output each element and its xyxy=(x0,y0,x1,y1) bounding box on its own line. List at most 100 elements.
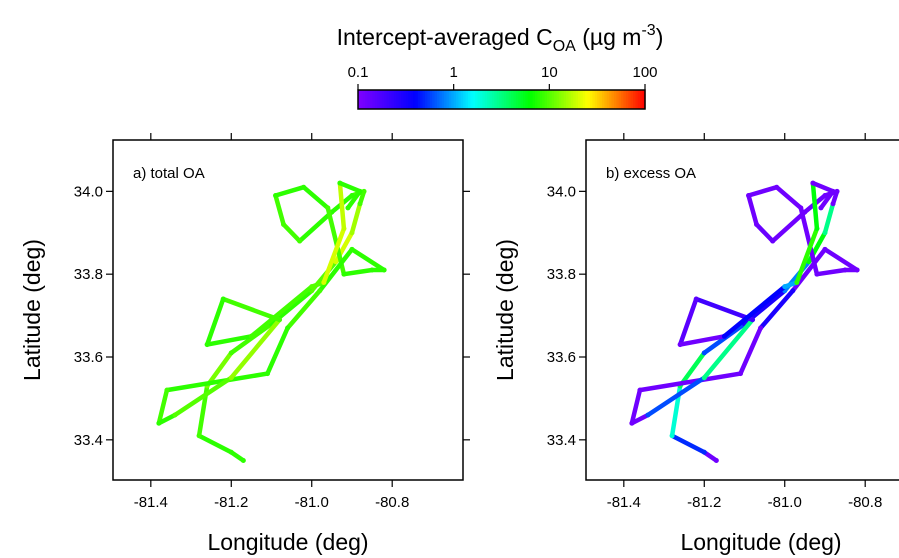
colorbar-frame xyxy=(357,89,646,110)
colorbar-cell xyxy=(477,90,481,109)
track-segment xyxy=(818,189,836,211)
colorbar-cell xyxy=(551,90,555,109)
track-point xyxy=(285,325,291,331)
colorbar-cell xyxy=(642,90,646,109)
colorbar-cell xyxy=(633,90,637,109)
colorbar-cell xyxy=(601,90,605,109)
track-segment xyxy=(677,296,699,347)
track-point xyxy=(758,325,764,331)
track-point xyxy=(349,230,355,236)
colorbar-cell xyxy=(441,90,445,109)
track-point xyxy=(277,317,283,323)
track-segment xyxy=(758,288,796,331)
track-segment xyxy=(677,350,707,389)
track-segment xyxy=(337,180,347,231)
track-segment xyxy=(637,371,743,393)
track-segment xyxy=(774,184,804,211)
colorbar-title: Intercept-averaged COA (µg m-3) xyxy=(337,22,664,55)
track-segment xyxy=(164,371,270,393)
colorbar-cell xyxy=(597,90,601,109)
colorbar-cell xyxy=(503,90,507,109)
colorbar-cell xyxy=(460,90,464,109)
track-point xyxy=(156,420,162,426)
track-point xyxy=(240,458,246,464)
track-point xyxy=(204,342,210,348)
track-point xyxy=(701,375,707,381)
colorbar-cell xyxy=(589,90,593,109)
track-segment xyxy=(220,296,282,322)
y-tick-label: 34.0 xyxy=(74,183,103,200)
colorbar-cell xyxy=(635,90,639,109)
track-segment xyxy=(738,325,763,376)
colorbar-cell xyxy=(479,90,483,109)
track-point xyxy=(357,188,363,194)
x-tick-label: -80.8 xyxy=(848,494,882,511)
colorbar-cell xyxy=(439,90,443,109)
colorbar-cell xyxy=(556,90,560,109)
track-point xyxy=(645,412,651,418)
colorbar-cell xyxy=(515,90,519,109)
colorbar-cell xyxy=(628,90,632,109)
track-point xyxy=(842,267,848,273)
colorbar-cell xyxy=(362,90,366,109)
track-point xyxy=(830,188,836,194)
colorbar-cell xyxy=(640,90,644,109)
track-point xyxy=(713,458,719,464)
colorbar-cell xyxy=(573,90,577,109)
colorbar-cell xyxy=(374,90,378,109)
track-segment xyxy=(281,222,302,244)
track-point xyxy=(337,180,343,186)
colorbar-cell xyxy=(554,90,558,109)
colorbar-cell xyxy=(463,90,467,109)
colorbar-cell xyxy=(532,90,536,109)
track-point xyxy=(220,296,226,302)
colorbar-cell xyxy=(527,90,531,109)
track-point xyxy=(750,317,756,323)
colorbar-cell xyxy=(606,90,610,109)
colorbar-cell xyxy=(508,90,512,109)
colorbar-cell xyxy=(520,90,524,109)
track-point xyxy=(172,412,178,418)
track-point xyxy=(701,449,707,455)
colorbar-cell xyxy=(417,90,421,109)
x-tick-label: -81.4 xyxy=(134,494,168,511)
colorbar-tick-label: 1 xyxy=(449,64,457,81)
colorbar-cell xyxy=(365,90,369,109)
y-tick-label: 33.4 xyxy=(74,432,103,449)
colorbar-cell xyxy=(422,90,426,109)
track-segment xyxy=(822,201,836,236)
track-point xyxy=(637,387,643,393)
track-segment xyxy=(321,226,347,285)
track-point xyxy=(345,205,351,211)
colorbar-cell xyxy=(621,90,625,109)
track-point xyxy=(325,205,331,211)
colorbar-cell xyxy=(534,90,538,109)
colorbar-cell xyxy=(594,90,598,109)
track xyxy=(156,180,387,464)
colorbar-cell xyxy=(453,90,457,109)
panel-annotation: b) excess OA xyxy=(606,165,696,182)
colorbar-cell xyxy=(592,90,596,109)
colorbar-cell xyxy=(384,90,388,109)
track-segment xyxy=(754,222,775,244)
track-point xyxy=(693,296,699,302)
track-point xyxy=(321,279,327,285)
colorbar-cell xyxy=(470,90,474,109)
colorbar-cell xyxy=(444,90,448,109)
colorbar-cell xyxy=(367,90,371,109)
track-point xyxy=(228,449,234,455)
track-point xyxy=(810,180,816,186)
track xyxy=(629,180,860,464)
colorbar-cell xyxy=(518,90,522,109)
colorbar-cell xyxy=(513,90,517,109)
colorbar-cell xyxy=(561,90,565,109)
colorbar-cell xyxy=(377,90,381,109)
colorbar-cell xyxy=(568,90,572,109)
track-point xyxy=(281,221,287,227)
colorbar-title-sup: -3 xyxy=(641,22,655,39)
track-point xyxy=(814,226,820,232)
colorbar-cell xyxy=(563,90,567,109)
plot-frame xyxy=(112,139,464,481)
colorbar-cell xyxy=(482,90,486,109)
y-tick-label: 33.8 xyxy=(547,266,576,283)
